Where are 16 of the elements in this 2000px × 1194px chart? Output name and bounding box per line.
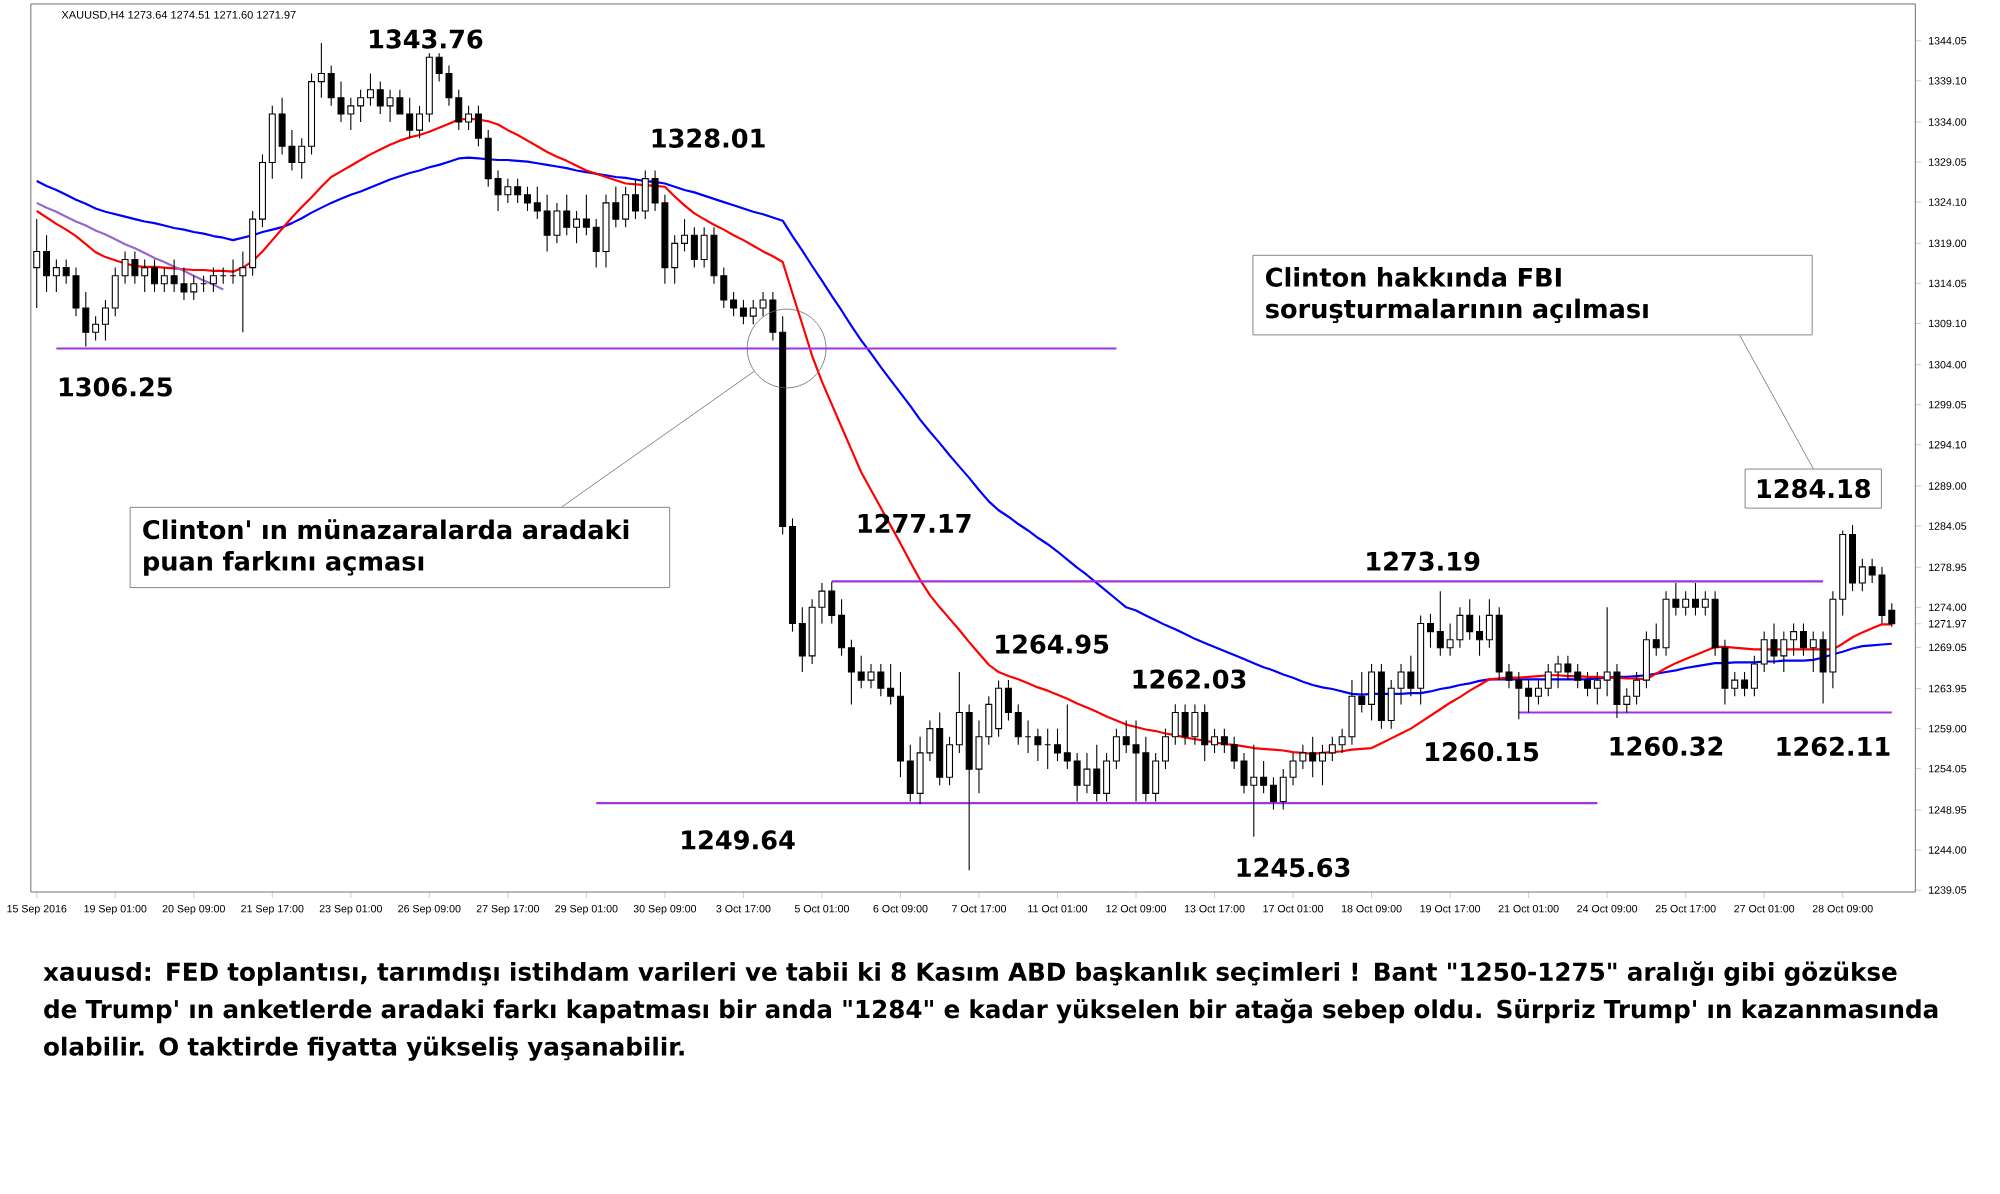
annotation: 1328.01: [652, 128, 765, 149]
annotation: 1245.63: [1237, 858, 1350, 878]
text: xauusd: FED toplantısı, tarımdışı istihdam varileri ve tabii ki 8 Kasım ABD başkanlık seçimleri ! Bant "1250-1275" aralığı gibi gözükse de Trump' ın anketlerde aradaki farkı kapatması bir anda "1284" e kadar yükselen bir atağa sebep oldu. Sürpriz Trump' ın kazanmasında olabilir. O taktirde fiyatta yükseliş yaşanabilir.: [43, 961, 1938, 1062]
annotation: 1306.25: [59, 377, 172, 397]
annotation: 1262.11: [1777, 737, 1890, 757]
annotation: 1260.32: [1610, 736, 1723, 757]
annotation: 1273.19: [1367, 551, 1480, 572]
annotation: 1343.76: [370, 29, 483, 50]
annotation: 1284.18: [1757, 479, 1870, 499]
annotation: 1260.15: [1426, 742, 1539, 762]
annotation: 1262.03: [1133, 669, 1246, 690]
annotation: 1249.64: [682, 830, 795, 850]
annotation: Clinton hakkında FBI soruşturmalarının açılması: [1266, 267, 1648, 324]
annotation: 1264.95: [996, 634, 1109, 655]
line-series: [35, 202, 225, 291]
annotation: Clinton' ın münazaralarda aradaki puan farkını açması: [143, 519, 629, 577]
